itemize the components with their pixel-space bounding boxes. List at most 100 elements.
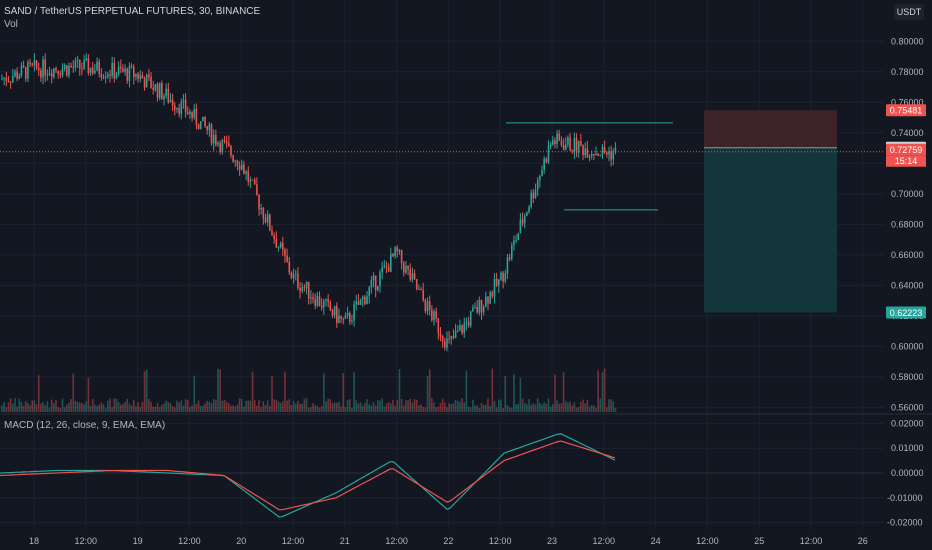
take-profit-zone[interactable] [704, 148, 837, 313]
last-price-badge: 0.72759 [890, 145, 923, 155]
candlesticks [1, 53, 616, 351]
candle-body [317, 296, 319, 306]
candle-body [131, 66, 133, 67]
candle-body [187, 112, 189, 114]
candle-body [49, 73, 51, 74]
volume-bar [174, 407, 176, 412]
candle-body [487, 297, 489, 304]
volume-bar [219, 370, 221, 412]
candle-body [295, 274, 297, 275]
candle-body [418, 289, 420, 290]
volume-bar [388, 402, 390, 412]
volume-bar [351, 408, 353, 412]
candle-body [355, 302, 357, 305]
candle-body [189, 112, 191, 114]
volume-label: Vol [4, 19, 18, 30]
volume-bar [433, 402, 435, 412]
candle-body [420, 289, 422, 290]
volume-bar [418, 405, 420, 412]
price-tick-label: 0.74000 [891, 128, 924, 138]
candle-body [610, 151, 612, 159]
candle-body [105, 77, 107, 78]
volume-bar [416, 400, 418, 412]
volume-bar [241, 399, 243, 412]
candle-body [319, 296, 321, 306]
candle-body [422, 290, 424, 300]
candle-body [485, 297, 487, 307]
candle-body [209, 124, 211, 130]
macd-label: MACD (12, 26, close, 9, EMA, EMA) [4, 420, 165, 431]
time-axis[interactable]: 18 12:00 19 12:00 20 12:00 21 12:00 22 12:00 23 12:… [29, 536, 868, 546]
volume-bar [10, 398, 12, 412]
volume-bar [280, 403, 282, 412]
volume-bar [168, 402, 170, 412]
volume-bar [53, 403, 55, 412]
stop-loss-zone[interactable] [704, 110, 837, 148]
candle-body [232, 156, 234, 162]
candle-body [509, 257, 511, 259]
candle-body [390, 254, 392, 272]
volume-bar [217, 369, 219, 412]
volume-bar [120, 405, 122, 412]
candle-body [513, 240, 515, 245]
volume-bar [479, 408, 481, 412]
volume-bar [392, 400, 394, 412]
time-tick-label: 21 [340, 536, 350, 546]
candle-body [62, 69, 64, 75]
volume-bar [558, 404, 560, 412]
candle-body [612, 152, 614, 159]
volume-bar [556, 400, 558, 412]
candle-body [571, 150, 573, 151]
candle-body [16, 71, 18, 78]
volume-bar [27, 403, 29, 412]
candle-body [433, 311, 435, 320]
volume-bar [504, 376, 506, 412]
candle-body [373, 276, 375, 280]
volume-bar [345, 407, 347, 412]
candle-body [226, 141, 228, 143]
macd-pane [0, 434, 884, 517]
volume-bar [319, 408, 321, 412]
price-axis[interactable]: 0.560000.580000.600000.620000.640000.660… [891, 36, 924, 412]
volume-bar [49, 408, 51, 412]
volume-bar [129, 404, 131, 412]
candle-body [394, 247, 396, 256]
candle-body [94, 70, 96, 73]
volume-bar [267, 400, 269, 412]
candle-body [258, 195, 260, 209]
candle-body [381, 267, 383, 272]
candle-body [524, 216, 526, 223]
candle-body [224, 140, 226, 141]
volume-bar [288, 399, 290, 412]
volume-bar [524, 403, 526, 412]
candle-body [595, 154, 597, 156]
volume-bar [161, 405, 163, 412]
volume-bar [14, 398, 16, 412]
volume-bar [373, 402, 375, 412]
volume-bar [610, 399, 612, 412]
volume-bar [606, 407, 608, 412]
volume-bar [165, 401, 167, 412]
volume-bar [187, 400, 189, 412]
volume-bar [323, 373, 325, 412]
volume-bar [584, 403, 586, 412]
volume-bar [444, 402, 446, 412]
candle-body [278, 247, 280, 248]
candle-body [349, 313, 351, 322]
candle-body [81, 68, 83, 69]
candle-body [325, 299, 327, 301]
macd-axis[interactable]: -0.02000 -0.01000 0.00000 0.01000 0.02000 [887, 418, 924, 527]
volume-bar [269, 406, 271, 412]
candle-body [358, 302, 360, 305]
candle-body [168, 89, 170, 102]
candle-body [124, 69, 126, 72]
candle-body [109, 74, 111, 75]
volume-bar [396, 400, 398, 412]
time-tick-label: 12:00 [75, 536, 98, 546]
candle-body [353, 304, 355, 320]
currency-button[interactable]: USDT [894, 4, 924, 20]
candle-body [502, 273, 504, 282]
volume-bar [31, 400, 33, 412]
candle-body [489, 292, 491, 304]
